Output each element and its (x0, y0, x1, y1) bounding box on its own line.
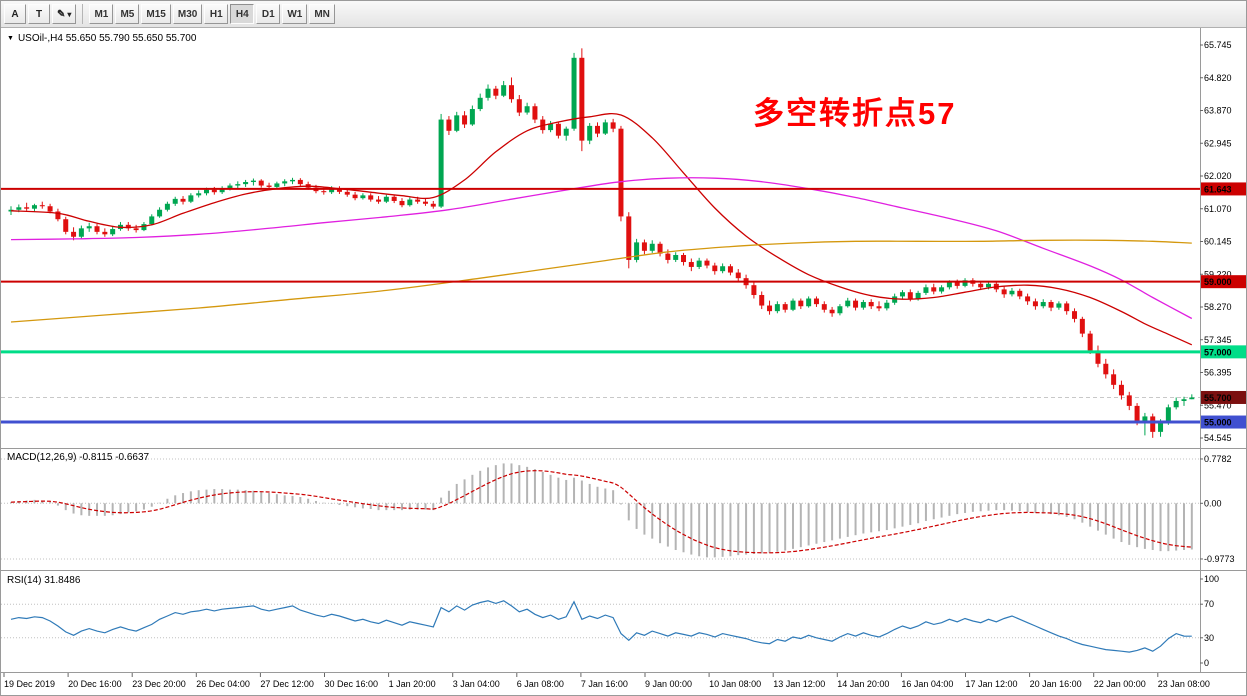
time-axis-label: 20 Dec 16:00 (68, 679, 122, 689)
time-axis-label: 9 Jan 00:00 (645, 679, 692, 689)
toolbar-button-a[interactable]: A (4, 4, 26, 24)
macd-axis-label: 0.00 (1204, 498, 1222, 508)
price-axis-label: 57.345 (1204, 335, 1232, 345)
chart-area[interactable]: 65.745 64.820 63.870 62.945 62.020 61.070 60.1… (1, 28, 1247, 696)
toolbar-button-t[interactable]: T (28, 4, 50, 24)
time-axis-label: 16 Jan 04:00 (901, 679, 953, 689)
price-axis-label: 64.820 (1204, 73, 1232, 83)
price-level-tag (1201, 182, 1246, 196)
main-chart-panel[interactable] (1, 48, 1200, 438)
price-level-tag (1201, 275, 1246, 289)
chart-annotation-text: 多空转折点57 (753, 96, 957, 131)
price-axis-label: 61.070 (1204, 204, 1232, 214)
timeframe-button-h4[interactable]: H4 (230, 4, 255, 24)
price-axis-label: 59.220 (1204, 269, 1232, 279)
draw-tool-dropdown-button[interactable]: ✎ ▾ (52, 4, 77, 24)
price-level-tag-label: 59.000 (1204, 277, 1232, 287)
ma-slow-line (10, 177, 1193, 320)
price-axis-label: 60.145 (1204, 237, 1232, 247)
time-axis-label: 27 Dec 12:00 (260, 679, 314, 689)
price-axis-label: 54.545 (1204, 433, 1232, 443)
chart-symbol-title: ▼ USOil-,H4 55.650 55.790 55.650 55.700 (7, 33, 196, 44)
timeframe-button-w1[interactable]: W1 (282, 4, 308, 24)
toolbar: A T ✎ ▾ M1 M5 M15 M30 H1 H4 D1 W1 MN (1, 1, 1246, 28)
price-level-tag-label: 55.000 (1204, 418, 1232, 428)
toolbar-separator (82, 4, 84, 24)
candlesticks-group (8, 48, 1195, 438)
price-axis-label: 62.945 (1204, 138, 1232, 148)
time-axis-label: 22 Jan 00:00 (1094, 679, 1146, 689)
timeframe-button-m1[interactable]: M1 (89, 4, 114, 24)
time-axis-label: 19 Dec 2019 (4, 679, 55, 689)
price-level-tag (1201, 415, 1246, 429)
ma-fast-line (10, 112, 1193, 346)
price-axis-label: 56.395 (1204, 368, 1232, 378)
timeframe-button-m30[interactable]: M30 (172, 4, 203, 24)
timeframe-button-m15[interactable]: M15 (141, 4, 171, 24)
price-level-tag-label: 57.000 (1204, 347, 1232, 357)
macd-indicator-label: MACD(12,26,9) -0.8115 -0.6637 (7, 452, 150, 463)
time-axis-label: 6 Jan 08:00 (517, 679, 564, 689)
time-axis-label: 3 Jan 04:00 (453, 679, 500, 689)
time-axis-label: 10 Jan 08:00 (709, 679, 761, 689)
collapse-arrow-icon[interactable]: ▼ (7, 35, 14, 42)
current-price-tag-label: 55.700 (1204, 393, 1232, 403)
chevron-down-icon: ▾ (67, 9, 72, 19)
timeframe-button-h1[interactable]: H1 (204, 4, 229, 24)
rsi-indicator-label: RSI(14) 31.8486 (7, 575, 81, 586)
time-axis-label: 14 Jan 20:00 (837, 679, 889, 689)
rsi-axis-label: 100 (1204, 574, 1219, 584)
timeframe-button-m5[interactable]: M5 (115, 4, 140, 24)
time-axis-label: 23 Dec 20:00 (132, 679, 186, 689)
rsi-panel[interactable] (1, 600, 1200, 653)
time-axis-label: 30 Dec 16:00 (325, 679, 379, 689)
time-axis-label: 7 Jan 16:00 (581, 679, 628, 689)
rsi-axis-label: 30 (1204, 633, 1214, 643)
rsi-line (10, 600, 1192, 653)
draw-tool-icon: ✎ (57, 8, 66, 20)
time-axis-label: 13 Jan 12:00 (773, 679, 825, 689)
time-axis-label: 23 Jan 08:00 (1158, 679, 1210, 689)
macd-signal-line (10, 470, 1192, 554)
price-axis[interactable]: 65.745 64.820 63.870 62.945 62.020 61.070 60.1… (1200, 40, 1247, 668)
time-axis-label: 20 Jan 16:00 (1030, 679, 1082, 689)
price-axis-label: 63.870 (1204, 106, 1232, 116)
time-axis-label: 17 Jan 12:00 (966, 679, 1018, 689)
price-level-tag-label: 61.643 (1204, 184, 1232, 194)
current-price-tag (1201, 390, 1246, 404)
price-axis-label: 62.020 (1204, 171, 1232, 181)
panel-borders (1, 28, 1246, 673)
rsi-axis-label: 70 (1204, 599, 1214, 609)
chart-canvas[interactable]: 65.745 64.820 63.870 62.945 62.020 61.070 60.1… (1, 28, 1247, 696)
macd-panel[interactable] (1, 458, 1200, 560)
price-axis-label: 55.470 (1204, 400, 1232, 410)
macd-axis-label: 0.7782 (1204, 454, 1232, 464)
ma-slowest-line (10, 239, 1192, 323)
rsi-axis-label: 0 (1204, 658, 1209, 668)
time-axis[interactable]: 19 Dec 2019 20 Dec 16:00 23 Dec 20:00 26 De… (3, 673, 1210, 689)
time-axis-label: 26 Dec 04:00 (196, 679, 250, 689)
chart-title-text: USOil-,H4 55.650 55.790 55.650 55.700 (17, 33, 197, 44)
timeframe-button-mn[interactable]: MN (309, 4, 335, 24)
price-axis-label: 58.270 (1204, 302, 1232, 312)
time-axis-label: 1 Jan 20:00 (389, 679, 436, 689)
price-axis-label: 65.745 (1204, 40, 1232, 50)
timeframe-button-d1[interactable]: D1 (256, 4, 281, 24)
macd-axis-label: -0.9773 (1204, 554, 1235, 564)
price-level-tag (1201, 345, 1246, 359)
